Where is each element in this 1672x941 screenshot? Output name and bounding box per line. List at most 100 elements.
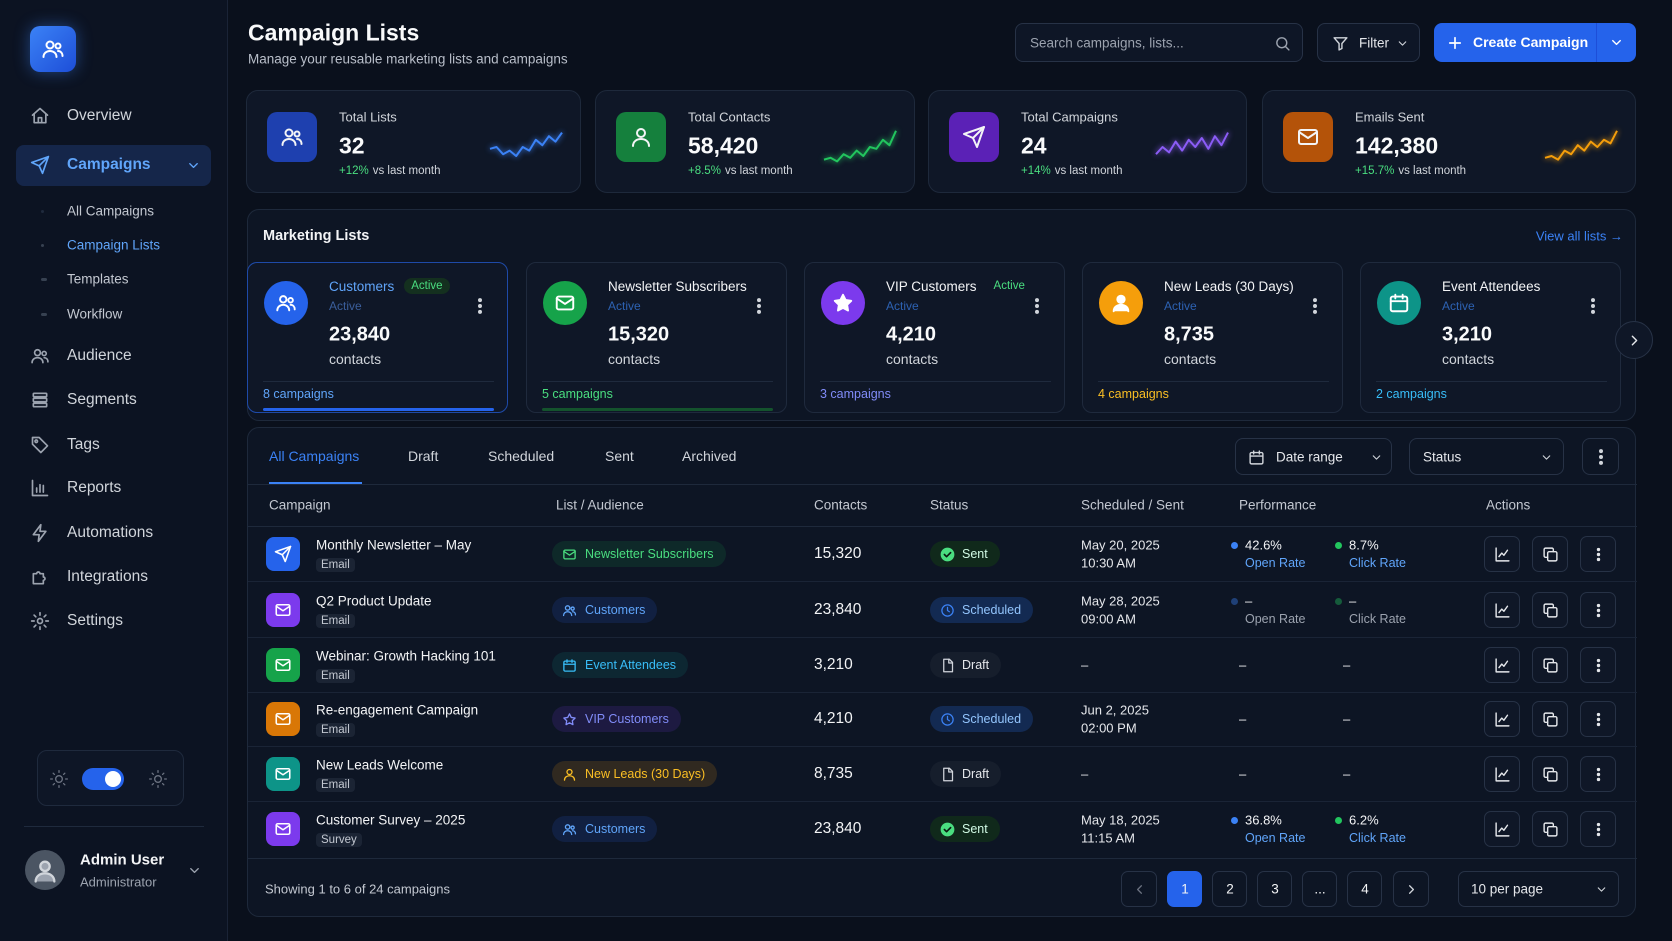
list-card[interactable]: Event Attendees Active 3,210 contacts 2 camp…	[1360, 262, 1621, 413]
campaign-type: Email	[316, 723, 355, 737]
search-box[interactable]: Search campaigns, lists...	[1015, 23, 1303, 62]
action-button[interactable]	[1484, 592, 1520, 628]
list-campaigns: 8 campaigns	[263, 387, 334, 401]
icon	[1543, 603, 1558, 618]
icon-part	[1542, 455, 1551, 460]
icon	[563, 658, 576, 672]
tab[interactable]: Scheduled	[488, 448, 555, 464]
icon	[275, 767, 291, 781]
action-button[interactable]	[1484, 811, 1520, 847]
stat-change-value: +12%	[339, 165, 369, 177]
icon	[31, 107, 49, 124]
view-all-link[interactable]: View all lists →	[1535, 228, 1623, 244]
icon-part	[1298, 129, 1318, 145]
nav-item[interactable]: Audience	[67, 347, 132, 364]
action-button[interactable]	[1484, 701, 1520, 737]
page-button[interactable]: 3	[1257, 871, 1292, 907]
action-button[interactable]	[1532, 592, 1568, 628]
status-filter[interactable]: Status	[1409, 438, 1564, 475]
tab[interactable]: Sent	[605, 448, 634, 464]
icon-part	[1249, 451, 1264, 465]
icon-part	[32, 523, 47, 543]
campaign-name: Monthly Newsletter – May	[316, 537, 472, 553]
stat-change: +14% vs last month	[1021, 163, 1221, 179]
nav-item[interactable]: Segments	[67, 391, 137, 408]
nav-item[interactable]: Integrations	[67, 568, 148, 585]
page-button[interactable]: ...	[1302, 871, 1337, 907]
action-button[interactable]	[1580, 592, 1616, 628]
status-filter-label: Status	[1423, 449, 1462, 465]
action-button[interactable]	[1532, 536, 1568, 572]
action-button[interactable]	[1580, 811, 1616, 847]
icon-part	[478, 309, 483, 314]
status-pill: Scheduled	[930, 706, 1034, 732]
nav-item[interactable]: Settings	[67, 612, 124, 629]
action-button[interactable]	[1532, 811, 1568, 847]
icon-part	[1546, 715, 1558, 727]
icon	[1612, 39, 1621, 46]
page-button[interactable]: 1	[1167, 871, 1202, 907]
list-card[interactable]: New Leads (30 Days) Active 8,735 contacts 4 …	[1082, 262, 1343, 413]
action-button[interactable]	[1580, 536, 1616, 572]
page-prev[interactable]	[1121, 871, 1157, 907]
icon	[757, 298, 762, 314]
tab[interactable]: Draft	[408, 448, 439, 464]
list-card[interactable]: Customers Active Active 23,840 contacts 8 cam…	[247, 262, 508, 413]
page-button[interactable]: 4	[1347, 871, 1382, 907]
campaign-type: Survey	[316, 833, 362, 847]
list-status: Active	[329, 299, 362, 313]
create-button[interactable]: Create Campaign	[1434, 23, 1636, 62]
subnav-item[interactable]: Workflow	[67, 306, 123, 322]
icon-part	[1155, 132, 1229, 155]
nav-item[interactable]: Reports	[67, 479, 122, 496]
icon-part	[154, 775, 162, 783]
per-page-select[interactable]: 10 per page	[1458, 871, 1619, 907]
page-button[interactable]: 2	[1212, 871, 1247, 907]
page-next[interactable]	[1393, 871, 1429, 907]
action-button[interactable]	[1532, 701, 1568, 737]
action-button[interactable]	[1580, 647, 1616, 683]
subnav-item[interactable]: Campaign Lists	[67, 237, 161, 253]
icon-part	[1498, 660, 1509, 669]
subnav-item[interactable]: Templates	[67, 271, 129, 287]
filter-label: Filter	[1359, 35, 1389, 51]
list-title-row: Newsletter Subscribers	[608, 276, 768, 296]
icon	[1035, 298, 1040, 314]
icon	[1495, 712, 1510, 727]
action-button[interactable]	[1484, 647, 1520, 683]
list-campaigns: 5 campaigns	[542, 387, 613, 401]
action-button[interactable]	[1484, 756, 1520, 792]
action-button[interactable]	[1532, 756, 1568, 792]
tab[interactable]: Archived	[682, 448, 737, 464]
nav-item[interactable]: Overview	[67, 107, 132, 124]
lists-next[interactable]	[1615, 321, 1653, 359]
scheduled-time: 10:30 AM	[1081, 555, 1136, 571]
icon-part	[946, 606, 950, 612]
nav-item[interactable]: Campaigns	[67, 156, 151, 173]
list-card[interactable]: VIP Customers Active Active 4,210 contacts 3 …	[804, 262, 1065, 413]
icon	[149, 770, 167, 788]
action-button[interactable]	[1580, 701, 1616, 737]
action-button[interactable]	[1532, 647, 1568, 683]
icon-part	[31, 356, 44, 364]
more-button[interactable]	[1582, 438, 1619, 475]
action-button[interactable]	[1484, 536, 1520, 572]
date-range[interactable]: Date range	[1235, 438, 1392, 475]
sparkline	[1544, 130, 1618, 161]
icon-part	[275, 822, 291, 836]
action-button[interactable]	[1580, 756, 1616, 792]
list-name: Newsletter Subscribers	[608, 278, 747, 294]
icon-part	[1596, 777, 1601, 782]
list-card[interactable]: Newsletter Subscribers Active 15,320 contac…	[526, 262, 787, 413]
filter-button[interactable]: Filter	[1317, 23, 1420, 62]
icon	[1372, 455, 1381, 460]
icon	[1543, 822, 1558, 837]
theme-switch[interactable]	[82, 768, 124, 790]
icon	[1495, 822, 1510, 837]
subnav-item[interactable]: All Campaigns	[67, 203, 155, 219]
scheduled-date: –	[1081, 657, 1089, 673]
tab[interactable]: All Campaigns	[269, 448, 360, 464]
nav-item[interactable]: Tags	[67, 436, 100, 453]
icon-part	[562, 610, 573, 616]
nav-item[interactable]: Automations	[67, 524, 154, 541]
